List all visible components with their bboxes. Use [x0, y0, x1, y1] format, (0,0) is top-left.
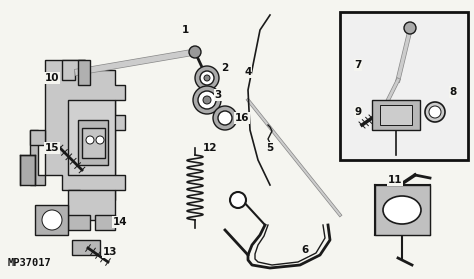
Text: 15: 15	[45, 143, 59, 153]
Polygon shape	[372, 100, 420, 130]
Text: 11: 11	[388, 175, 402, 185]
Bar	[340, 12, 468, 160]
Polygon shape	[20, 155, 35, 185]
Text: 5: 5	[266, 143, 273, 153]
Polygon shape	[35, 205, 68, 235]
Polygon shape	[95, 215, 115, 230]
Text: 14: 14	[113, 217, 128, 227]
Circle shape	[429, 106, 441, 118]
Text: 16: 16	[235, 113, 249, 123]
Polygon shape	[380, 105, 412, 125]
Polygon shape	[68, 100, 115, 175]
Text: MP37017: MP37017	[8, 258, 52, 268]
Polygon shape	[375, 185, 430, 235]
Polygon shape	[82, 128, 105, 158]
Text: 10: 10	[45, 73, 59, 83]
Circle shape	[195, 66, 219, 90]
Text: 8: 8	[449, 87, 456, 97]
Polygon shape	[68, 190, 115, 220]
Polygon shape	[30, 130, 45, 185]
Circle shape	[96, 136, 104, 144]
Circle shape	[230, 192, 246, 208]
Circle shape	[86, 136, 94, 144]
Circle shape	[200, 71, 214, 85]
Circle shape	[213, 106, 237, 130]
Text: 13: 13	[103, 247, 117, 257]
Text: 9: 9	[355, 107, 362, 117]
Circle shape	[425, 102, 445, 122]
Polygon shape	[78, 120, 108, 165]
Ellipse shape	[383, 196, 421, 224]
Polygon shape	[30, 130, 45, 145]
Text: 3: 3	[214, 90, 222, 100]
Text: 2: 2	[221, 63, 228, 73]
Polygon shape	[68, 215, 90, 230]
Circle shape	[204, 75, 210, 81]
Circle shape	[203, 96, 211, 104]
Polygon shape	[45, 60, 125, 200]
Text: 4: 4	[244, 67, 252, 77]
Circle shape	[218, 111, 232, 125]
Circle shape	[189, 46, 201, 58]
Circle shape	[42, 210, 62, 230]
Polygon shape	[78, 60, 90, 85]
Circle shape	[198, 91, 216, 109]
Text: 1: 1	[182, 25, 189, 35]
Circle shape	[404, 22, 416, 34]
Text: 6: 6	[301, 245, 309, 255]
Text: 7: 7	[354, 60, 362, 70]
Polygon shape	[62, 60, 85, 80]
Circle shape	[193, 86, 221, 114]
Text: 12: 12	[203, 143, 217, 153]
Polygon shape	[72, 240, 100, 255]
